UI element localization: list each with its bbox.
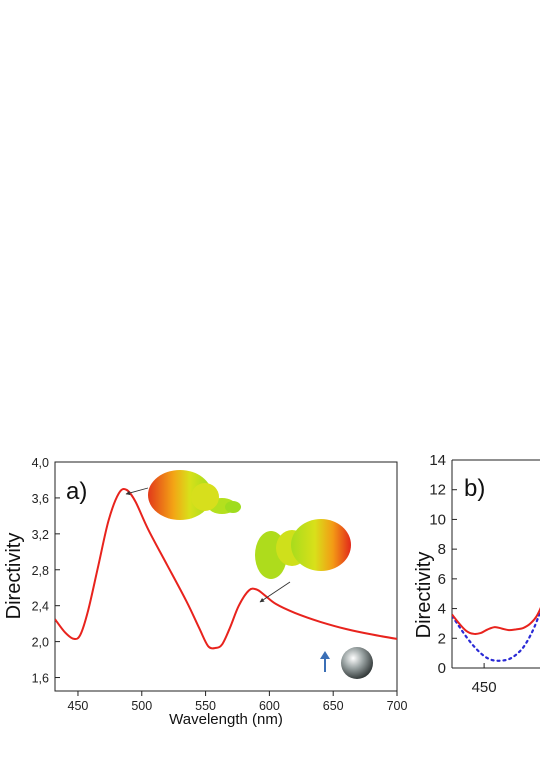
y-tick-label: 6	[438, 571, 446, 588]
y-tick-label: 2,8	[32, 564, 49, 578]
panel-a: 450 500 550 600 650 7001,62,02,42,83,23,64,0 …	[3, 456, 407, 728]
y-tick-label: 2	[438, 630, 446, 647]
x-tick-label: 700	[387, 699, 408, 713]
y-tick-label: 3,6	[32, 492, 49, 506]
x-tick-label: 450	[68, 699, 89, 713]
y-tick-label: 4	[438, 601, 446, 618]
y-tick-label: 4,0	[32, 456, 49, 470]
x-tick-label: 600	[259, 699, 280, 713]
y-tick-label: 0	[438, 660, 446, 677]
y-tick-label: 14	[429, 452, 446, 469]
series-line-b-red	[452, 606, 540, 635]
y-axis-label-b: Directivity	[413, 552, 435, 639]
y-tick-label: 2,4	[32, 600, 49, 614]
series-line-a-red	[55, 488, 397, 650]
annotation-arrow	[125, 487, 149, 496]
y-tick-label: 1,6	[32, 672, 49, 686]
panel-label-a: a)	[66, 478, 87, 505]
x-tick-label: 500	[131, 699, 152, 713]
annotation-arrow	[259, 581, 291, 603]
radiation-pattern-icon	[148, 470, 241, 520]
y-axis-label-a: Directivity	[3, 533, 25, 620]
y-tick-label: 10	[429, 511, 446, 528]
y-tick-label: 12	[429, 482, 446, 499]
series-line-b-blue-dotted	[452, 609, 540, 662]
x-axis-label-a: Wavelength (nm)	[169, 711, 283, 728]
y-tick-label: 2,0	[32, 636, 49, 650]
radiation-pattern-icon	[255, 519, 351, 579]
particle-sphere-icon	[320, 647, 373, 679]
y-tick-label: 3,2	[32, 528, 49, 542]
x-tick-label: 550	[195, 699, 216, 713]
plot-frame-a	[54, 461, 398, 692]
x-tick-label: 650	[323, 699, 344, 713]
x-tick-label: 450	[472, 679, 497, 696]
y-tick-label: 8	[438, 541, 446, 558]
panel-label-b: b)	[464, 475, 485, 502]
panel-b: 45050002468101214 b) Directivity	[413, 452, 540, 696]
